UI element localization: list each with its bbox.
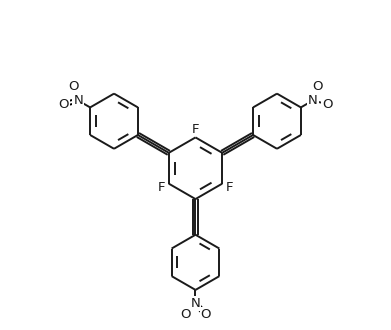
Text: F: F <box>158 181 165 194</box>
Text: F: F <box>192 123 199 136</box>
Text: F: F <box>226 181 233 194</box>
Text: N: N <box>74 94 83 107</box>
Text: O: O <box>312 80 322 93</box>
Text: O: O <box>322 98 333 111</box>
Text: O: O <box>58 98 69 111</box>
Text: O: O <box>180 308 190 321</box>
Text: O: O <box>69 80 79 93</box>
Text: O: O <box>201 308 211 321</box>
Text: N: N <box>191 297 200 310</box>
Text: N: N <box>308 94 317 107</box>
